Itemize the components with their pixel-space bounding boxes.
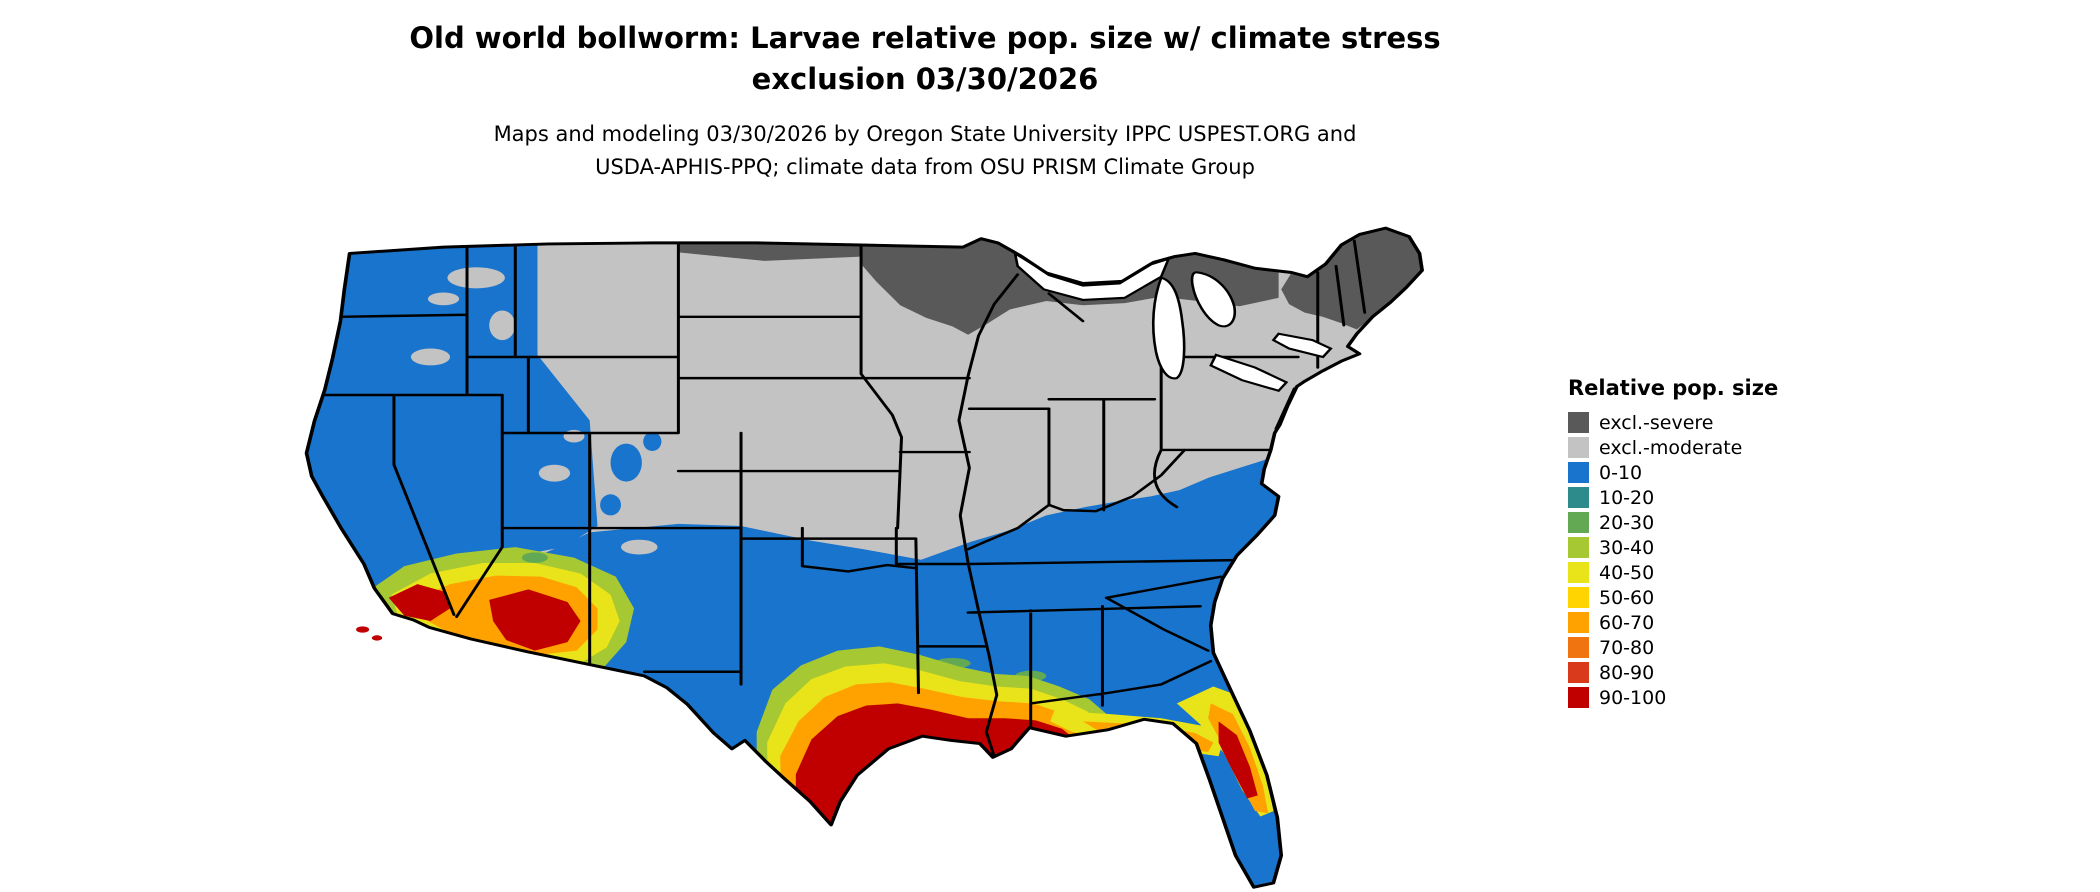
legend-swatch: [1568, 612, 1589, 633]
legend-label: excl.-severe: [1599, 411, 1714, 434]
legend-item-10-20: 10-20: [1568, 485, 1868, 510]
title-line-2: exclusion 03/30/2026: [751, 62, 1099, 96]
speck-gray-wash2: [427, 292, 460, 306]
lake-erie: [1209, 353, 1289, 393]
legend-item-40-50: 40-50: [1568, 560, 1868, 585]
region-red-arizona: [489, 589, 581, 651]
legend-item-excl-severe: excl.-severe: [1568, 410, 1868, 435]
legend-label: 10-20: [1599, 486, 1655, 509]
us-outline: [304, 226, 1424, 889]
legend-item-excl-moderate: excl.-moderate: [1568, 435, 1868, 460]
speck-gray-utah2: [563, 429, 585, 443]
legend-title: Relative pop. size: [1568, 376, 1779, 400]
legend-label: 40-50: [1599, 561, 1655, 584]
legend-swatch: [1568, 462, 1589, 483]
legend-swatch: [1568, 562, 1589, 583]
speck-green-az: [521, 552, 548, 563]
legend-item-30-40: 30-40: [1568, 535, 1868, 560]
speck-blue-colorado2: [600, 494, 621, 516]
legend-swatch: [1568, 437, 1589, 458]
legend-swatch: [1568, 412, 1589, 433]
lake-michigan: [1151, 276, 1186, 380]
speck-blue-colorado: [610, 443, 642, 482]
legend-label: 80-90: [1599, 661, 1655, 684]
us-map: [304, 226, 1424, 889]
legend-item-20-30: 20-30: [1568, 510, 1868, 535]
speck-blue-colorado3: [643, 431, 662, 451]
legend-item-90-100: 90-100: [1568, 685, 1868, 710]
legend-label: 70-80: [1599, 636, 1655, 659]
speck-gray-utah: [538, 464, 571, 482]
island-speck-1: [356, 626, 370, 633]
legend-item-70-80: 70-80: [1568, 635, 1868, 660]
lake-ontario: [1271, 332, 1333, 359]
page-title: Old world bollworm: Larvae relative pop.…: [300, 18, 1550, 100]
subtitle: Maps and modeling 03/30/2026 by Oregon S…: [300, 118, 1550, 184]
legend-swatch: [1568, 662, 1589, 683]
great-lakes: [1013, 251, 1333, 393]
lake-huron: [1190, 271, 1237, 328]
island-speck-2: [371, 635, 383, 641]
speck-gray-oregon: [410, 348, 451, 366]
legend-item-0-10: 0-10: [1568, 460, 1868, 485]
legend-item-80-90: 80-90: [1568, 660, 1868, 685]
subtitle-line-1: Maps and modeling 03/30/2026 by Oregon S…: [493, 122, 1357, 146]
legend-label: 20-30: [1599, 511, 1655, 534]
title-line-1: Old world bollworm: Larvae relative pop.…: [409, 21, 1441, 55]
legend-swatch: [1568, 487, 1589, 508]
legend-swatch: [1568, 587, 1589, 608]
legend-label: 0-10: [1599, 461, 1643, 484]
legend-item-50-60: 50-60: [1568, 585, 1868, 610]
region-fl-red: [1218, 721, 1258, 799]
legend-swatch: [1568, 637, 1589, 658]
legend-label: 50-60: [1599, 586, 1655, 609]
legend-swatch: [1568, 512, 1589, 533]
legend-label: 60-70: [1599, 611, 1655, 634]
legend-swatch: [1568, 537, 1589, 558]
legend-label: 30-40: [1599, 536, 1655, 559]
speck-gray-ewash: [447, 267, 505, 289]
legend-label: excl.-moderate: [1599, 436, 1743, 459]
legend-swatch: [1568, 687, 1589, 708]
legend: Relative pop. size excl.-severe excl.-mo…: [1568, 376, 1868, 710]
speck-gray-idaho: [489, 310, 516, 341]
subtitle-line-2: USDA-APHIS-PPQ; climate data from OSU PR…: [595, 155, 1255, 179]
lake-superior: [1013, 251, 1172, 302]
region-excl-severe-dakota: [678, 242, 862, 261]
region-tx-red: [795, 703, 1078, 888]
legend-item-60-70: 60-70: [1568, 610, 1868, 635]
region-red-socal: [388, 584, 451, 622]
speck-gray-nm: [620, 539, 658, 555]
state-borders: [311, 239, 1367, 758]
legend-label: 90-100: [1599, 686, 1667, 709]
